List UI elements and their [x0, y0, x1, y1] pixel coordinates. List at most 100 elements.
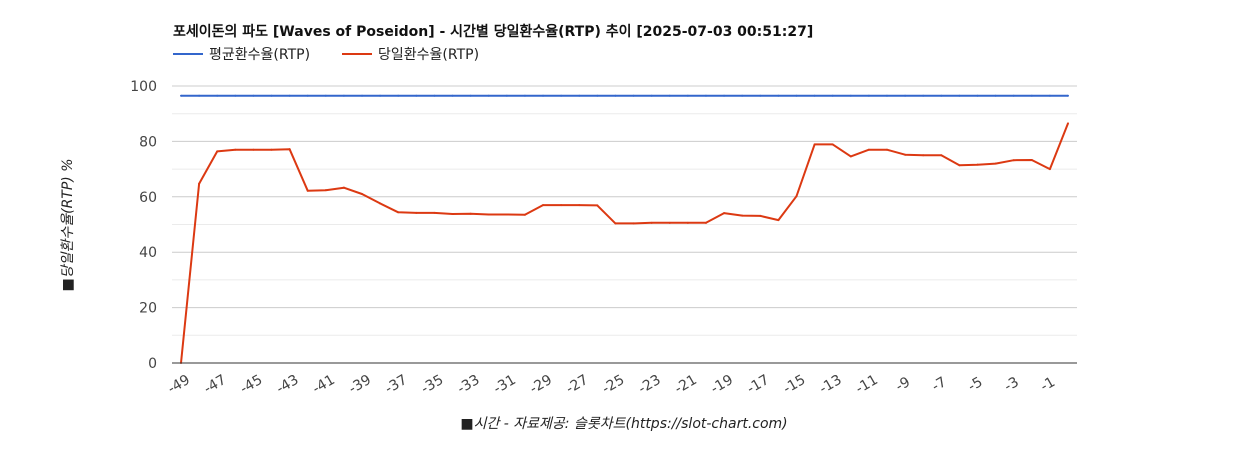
- data-point: [469, 94, 472, 97]
- x-tick-label: -39: [346, 372, 374, 397]
- data-point: [795, 94, 798, 97]
- data-point: [958, 94, 961, 97]
- data-point: [270, 148, 273, 151]
- data-point: [379, 202, 382, 205]
- series-line-1: [180, 123, 1069, 364]
- data-point: [596, 204, 599, 207]
- data-point: [614, 222, 617, 225]
- data-point: [578, 94, 581, 97]
- data-point: [216, 150, 219, 153]
- data-point: [777, 219, 780, 222]
- x-tick-label: -33: [455, 372, 483, 397]
- data-point: [940, 94, 943, 97]
- x-tick-label: -5: [965, 374, 985, 395]
- data-point: [324, 189, 327, 192]
- x-tick-label: -29: [527, 372, 555, 397]
- data-point: [1030, 158, 1033, 161]
- data-point: [361, 193, 364, 196]
- data-point: [542, 94, 545, 97]
- data-point: [686, 94, 689, 97]
- data-point: [704, 221, 707, 224]
- data-point: [234, 94, 237, 97]
- data-point: [270, 94, 273, 97]
- data-point: [1067, 94, 1069, 97]
- data-point: [361, 94, 364, 97]
- data-point: [885, 148, 888, 151]
- data-point: [252, 148, 255, 151]
- data-point: [542, 204, 545, 207]
- data-point: [397, 94, 400, 97]
- x-axis-ticks: -49 -47 -45 -43 -41 -39 -37 -35 -33 -31 -29 -27 -25-…: [165, 372, 1058, 397]
- y-tick-label: 60: [139, 190, 157, 206]
- data-point: [523, 94, 526, 97]
- x-tick-label: -15: [781, 372, 809, 397]
- x-tick-label: -43: [274, 372, 302, 397]
- chart-title: 포세이돈의 파도 [Waves of Poseidon] - 시간별 당일환수율…: [173, 23, 813, 40]
- x-tick-label: -9: [893, 374, 913, 395]
- data-point: [723, 212, 726, 215]
- series-lines: [180, 94, 1069, 364]
- data-point: [1067, 122, 1069, 125]
- legend: 평균환수율(RTP) 당일환수율(RTP): [173, 47, 479, 63]
- data-point: [234, 148, 237, 151]
- data-point: [306, 189, 309, 192]
- x-tick-label: -41: [310, 372, 338, 397]
- x-tick-label: -35: [419, 372, 447, 397]
- x-tick-label: -11: [853, 372, 881, 397]
- data-point: [958, 164, 961, 167]
- y-tick-label: 40: [139, 245, 157, 261]
- data-point: [342, 186, 345, 189]
- data-point: [523, 213, 526, 216]
- data-point: [198, 182, 201, 185]
- data-point: [451, 94, 454, 97]
- data-point: [397, 211, 400, 214]
- data-point: [560, 94, 563, 97]
- data-point: [885, 94, 888, 97]
- data-point: [741, 94, 744, 97]
- x-axis-title: ■시간 - 자료제공: 슬롯차트(https://slot-chart.com): [460, 416, 787, 432]
- data-point: [831, 143, 834, 146]
- data-point: [487, 213, 490, 216]
- data-point: [904, 94, 907, 97]
- data-point: [723, 94, 726, 97]
- data-point: [198, 94, 201, 97]
- data-point: [1012, 94, 1015, 97]
- x-tick-label: -37: [382, 372, 410, 397]
- data-point: [849, 94, 852, 97]
- x-tick-label: -19: [708, 372, 736, 397]
- data-point: [487, 94, 490, 97]
- x-tick-label: -3: [1002, 374, 1022, 395]
- data-point: [904, 153, 907, 156]
- x-tick-label: -21: [672, 372, 700, 397]
- x-tick-label: -25: [600, 372, 628, 397]
- data-point: [469, 212, 472, 215]
- data-point: [849, 155, 852, 158]
- data-point: [777, 94, 780, 97]
- data-point: [505, 213, 508, 216]
- data-point: [505, 94, 508, 97]
- data-point: [306, 94, 309, 97]
- data-point: [686, 221, 689, 224]
- x-tick-label: -45: [238, 372, 266, 397]
- data-point: [650, 94, 653, 97]
- data-point: [180, 94, 182, 97]
- data-point: [994, 94, 997, 97]
- y-tick-label: 100: [130, 79, 157, 95]
- data-point: [922, 154, 925, 157]
- data-point: [379, 94, 382, 97]
- data-point: [451, 212, 454, 215]
- x-tick-label: -13: [817, 372, 845, 397]
- data-point: [668, 221, 671, 224]
- data-point: [741, 214, 744, 217]
- y-tick-label: 20: [139, 301, 157, 317]
- data-point: [813, 94, 816, 97]
- data-point: [433, 211, 436, 214]
- data-point: [614, 94, 617, 97]
- data-point: [342, 94, 345, 97]
- data-point: [867, 148, 870, 151]
- data-point: [759, 214, 762, 217]
- data-point: [596, 94, 599, 97]
- y-tick-label: 80: [139, 134, 157, 150]
- data-point: [1048, 168, 1051, 171]
